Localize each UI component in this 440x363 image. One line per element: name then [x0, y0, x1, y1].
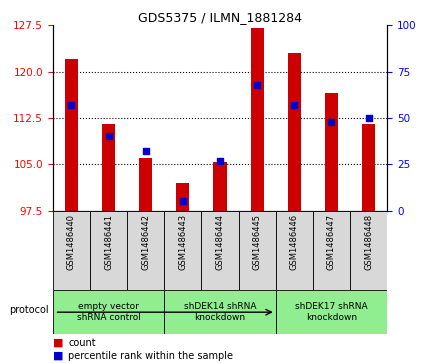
Bar — [102, 124, 115, 211]
Point — [253, 82, 260, 87]
Text: count: count — [68, 338, 96, 348]
Bar — [238, 211, 276, 290]
Point — [365, 115, 372, 121]
Bar — [90, 211, 127, 290]
Bar — [53, 211, 90, 290]
Bar — [127, 211, 164, 290]
Text: empty vector
shRNA control: empty vector shRNA control — [77, 302, 140, 322]
Text: GSM1486442: GSM1486442 — [141, 214, 150, 270]
Text: GSM1486446: GSM1486446 — [290, 214, 299, 270]
Text: protocol: protocol — [9, 305, 48, 315]
Bar — [251, 28, 264, 211]
Text: GSM1486441: GSM1486441 — [104, 214, 113, 270]
Bar — [276, 211, 313, 290]
Point — [328, 119, 335, 125]
Text: ■: ■ — [53, 338, 63, 348]
Point — [291, 102, 298, 108]
Text: GSM1486444: GSM1486444 — [216, 214, 224, 270]
Bar — [164, 211, 202, 290]
Text: GSM1486443: GSM1486443 — [178, 214, 187, 270]
Text: GSM1486447: GSM1486447 — [327, 214, 336, 270]
Bar — [325, 93, 338, 211]
Bar — [176, 183, 189, 211]
Bar — [276, 290, 387, 334]
Text: GSM1486445: GSM1486445 — [253, 214, 262, 270]
Point — [105, 134, 112, 139]
Text: shDEK14 shRNA
knockdown: shDEK14 shRNA knockdown — [184, 302, 256, 322]
Bar — [350, 211, 387, 290]
Text: percentile rank within the sample: percentile rank within the sample — [68, 351, 233, 361]
Text: ■: ■ — [53, 351, 63, 361]
Point — [180, 198, 187, 204]
Bar — [202, 211, 238, 290]
Title: GDS5375 / ILMN_1881284: GDS5375 / ILMN_1881284 — [138, 11, 302, 24]
Point — [142, 148, 149, 154]
Text: GSM1486440: GSM1486440 — [67, 214, 76, 270]
Text: GSM1486448: GSM1486448 — [364, 214, 373, 270]
Bar — [313, 211, 350, 290]
Bar — [362, 124, 375, 211]
Bar — [139, 158, 152, 211]
Bar — [288, 53, 301, 211]
Bar — [53, 290, 164, 334]
Point — [216, 158, 224, 163]
Text: shDEK17 shRNA
knockdown: shDEK17 shRNA knockdown — [295, 302, 368, 322]
Bar — [65, 59, 78, 211]
Bar — [213, 162, 227, 211]
Point — [68, 102, 75, 108]
Bar — [164, 290, 276, 334]
